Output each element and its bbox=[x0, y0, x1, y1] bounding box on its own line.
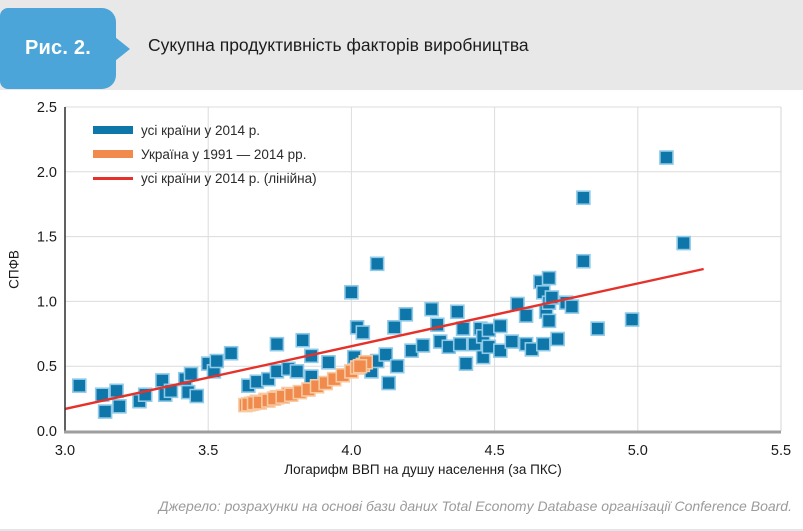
svg-text:1.0: 1.0 bbox=[37, 294, 57, 310]
svg-text:0.5: 0.5 bbox=[37, 359, 57, 375]
figure-label-badge: Рис. 2. bbox=[0, 8, 130, 89]
svg-text:1.5: 1.5 bbox=[37, 230, 57, 246]
legend-swatch-ukraine bbox=[93, 150, 133, 158]
svg-text:4.5: 4.5 bbox=[485, 443, 505, 459]
badge-arrow-icon bbox=[115, 36, 130, 61]
source-note: Джерело: розрахунки на основі бази даних… bbox=[158, 498, 792, 514]
legend-item-ukraine: Україна у 1991 — 2014 рр. bbox=[93, 145, 317, 163]
legend-swatch-all-countries bbox=[93, 126, 133, 134]
legend-label: усі країни у 2014 р. (лінійна) bbox=[141, 170, 317, 186]
svg-text:2.0: 2.0 bbox=[37, 165, 57, 181]
figure-title: Сукупна продуктивність факторів виробниц… bbox=[148, 34, 529, 55]
svg-text:0.0: 0.0 bbox=[37, 424, 57, 440]
legend-label: Україна у 1991 — 2014 рр. bbox=[141, 146, 307, 162]
svg-text:4.0: 4.0 bbox=[341, 443, 361, 459]
svg-text:5.5: 5.5 bbox=[771, 443, 791, 459]
svg-text:3.5: 3.5 bbox=[198, 443, 218, 459]
svg-text:3.0: 3.0 bbox=[55, 443, 75, 459]
legend-swatch-trendline bbox=[93, 176, 133, 180]
legend-label: усі країни у 2014 р. bbox=[141, 122, 261, 138]
legend-item-trendline: усі країни у 2014 р. (лінійна) bbox=[93, 169, 317, 187]
figure-label: Рис. 2. bbox=[25, 37, 91, 59]
header-strip: Рис. 2. Сукупна продуктивність факторів … bbox=[0, 0, 803, 90]
svg-text:5.0: 5.0 bbox=[628, 443, 648, 459]
legend: усі країни у 2014 р. Україна у 1991 — 20… bbox=[93, 121, 317, 187]
scatter-plot: 3.0 3.5 4.0 4.5 5.0 5.5 0.0 0.5 1.0 1.5 2.0 2.5 bbox=[37, 100, 791, 459]
x-axis-title: Логарифм ВВП на душу населення (за ПКС) bbox=[284, 462, 562, 477]
legend-item-all-countries: усі країни у 2014 р. bbox=[93, 121, 317, 139]
y-axis-title: СПФВ bbox=[6, 250, 22, 289]
svg-text:2.5: 2.5 bbox=[37, 100, 57, 116]
